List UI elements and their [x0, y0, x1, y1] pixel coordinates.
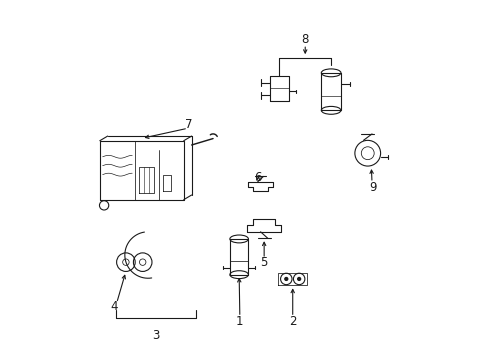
Text: 8: 8: [301, 33, 308, 46]
Text: 7: 7: [185, 118, 192, 131]
Text: 9: 9: [368, 181, 376, 194]
Text: 3: 3: [152, 329, 159, 342]
Text: 2: 2: [288, 315, 296, 328]
Text: 4: 4: [110, 300, 118, 313]
Text: 5: 5: [260, 256, 267, 269]
Text: 1: 1: [236, 315, 243, 328]
Circle shape: [285, 278, 287, 280]
Circle shape: [297, 278, 300, 280]
Text: 6: 6: [254, 171, 261, 184]
